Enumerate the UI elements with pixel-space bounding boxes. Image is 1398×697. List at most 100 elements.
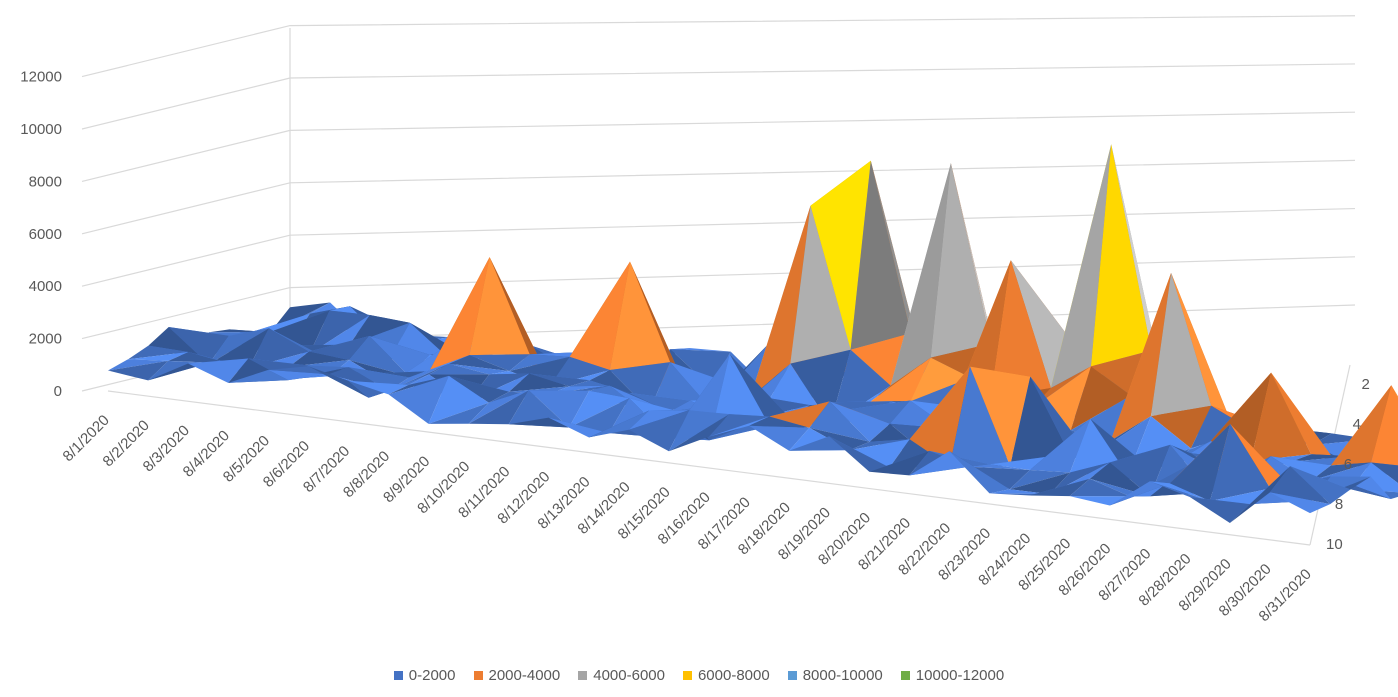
surface-facet: [628, 410, 690, 452]
surface-facet: [168, 352, 229, 364]
surface-facet: [809, 427, 870, 451]
surface-facet: [1029, 418, 1091, 473]
z-axis-ticks: 0 2000 4000 6000 8000 10000 12000: [20, 69, 62, 400]
surface-facet: [849, 439, 910, 468]
gridline: [81, 15, 1356, 78]
surface-facet: [128, 345, 189, 360]
surface-facet: [529, 373, 590, 387]
surface-facet: [108, 359, 169, 371]
surface-facet: [448, 375, 509, 403]
surface-facet: [569, 398, 630, 433]
surface-facet: [1371, 462, 1398, 484]
surface-facet: [969, 466, 1030, 490]
legend-item: 4000-6000: [578, 667, 665, 684]
surface-facet: [428, 375, 489, 424]
surface-facet: [1070, 366, 1131, 431]
surface-facet: [1111, 144, 1172, 420]
surface-facet: [308, 366, 369, 398]
surface-facet: [588, 410, 650, 438]
surface-facet: [709, 416, 770, 437]
surface-plot: [108, 144, 1398, 523]
z-tick-label: 4000: [29, 278, 62, 295]
surface-facet: [1171, 272, 1232, 424]
surface-facet: [369, 371, 430, 378]
surface-facet: [469, 257, 530, 356]
surface-facet: [1189, 497, 1251, 523]
surface-facet: [829, 401, 890, 442]
gridline: [81, 63, 1356, 130]
legend-swatch: [682, 671, 692, 680]
legend-label: 8000-10000: [802, 667, 883, 684]
surface-facet: [709, 414, 770, 437]
back-walls: [81, 15, 1356, 546]
surface-facet: [1311, 433, 1372, 446]
surface-facet: [1229, 466, 1291, 523]
surface-facet: [730, 363, 791, 417]
surface-facet: [489, 257, 550, 381]
depth-tick-label: 2: [1362, 376, 1370, 393]
surface-facet: [429, 257, 490, 372]
surface-facet: [890, 163, 951, 386]
surface-facet: [409, 355, 470, 378]
z-tick-label: 12000: [20, 69, 62, 86]
surface-facet: [829, 436, 890, 472]
surface-facet: [1089, 462, 1151, 497]
z-tick-label: 10000: [20, 121, 62, 138]
surface-facet: [1150, 272, 1212, 417]
surface-facet: [1091, 350, 1152, 396]
legend-swatch: [393, 671, 403, 680]
surface-facet: [288, 351, 350, 367]
legend-item: 8000-10000: [787, 667, 883, 684]
surface-facet: [188, 358, 249, 383]
legend-item: 10000-12000: [900, 667, 1004, 684]
surface-facet: [850, 160, 911, 350]
surface-facet: [609, 362, 671, 411]
legend-item: 6000-8000: [682, 667, 770, 684]
surface-facet: [810, 160, 871, 350]
surface-facet: [1371, 385, 1398, 466]
surface-facet: [1250, 372, 1312, 461]
surface-facet: [1230, 423, 1291, 489]
surface-facet: [1271, 372, 1332, 456]
surface-facet: [628, 410, 690, 430]
floor-edge: [107, 390, 1311, 546]
surface-facet: [509, 373, 570, 392]
surface-facet: [1210, 423, 1271, 502]
legend-item: 2000-4000: [473, 667, 561, 684]
surface-facet: [188, 352, 249, 368]
gridline: [81, 111, 1356, 182]
surface-facet: [1129, 464, 1191, 497]
surface-facet: [1269, 466, 1331, 505]
surface-facet: [1331, 385, 1392, 466]
surface-facet: [569, 261, 630, 370]
surface-facet: [309, 336, 370, 360]
depth-tick-label: 10: [1326, 536, 1343, 553]
surface-facet: [1170, 423, 1231, 502]
surface-facet: [428, 363, 490, 375]
surface-facet: [549, 385, 610, 394]
surface-facet: [989, 456, 1051, 470]
surface-facet: [248, 328, 310, 368]
surface-facet: [749, 416, 810, 428]
legend-item: 0-2000: [393, 667, 456, 684]
surface-facet: [930, 163, 991, 358]
legend-swatch: [900, 671, 910, 680]
surface-facet: [989, 489, 1050, 495]
surface-facet: [849, 439, 910, 451]
surface-facet: [569, 390, 630, 428]
surface-facet: [208, 328, 269, 368]
surface-facet: [469, 354, 530, 371]
legend-label: 6000-8000: [697, 667, 770, 684]
z-tick-label: 2000: [29, 331, 62, 348]
legend-label: 2000-4000: [488, 667, 561, 684]
depth-axis-ticks: 2 4 6 8 10: [1326, 376, 1370, 553]
surface-facet: [268, 366, 329, 375]
surface-facet: [509, 354, 570, 371]
surface-facet: [269, 310, 330, 354]
surface-facet: [1010, 376, 1071, 466]
surface-facet: [870, 357, 931, 402]
surface-facet: [1270, 456, 1331, 481]
surface-facet: [388, 363, 450, 391]
